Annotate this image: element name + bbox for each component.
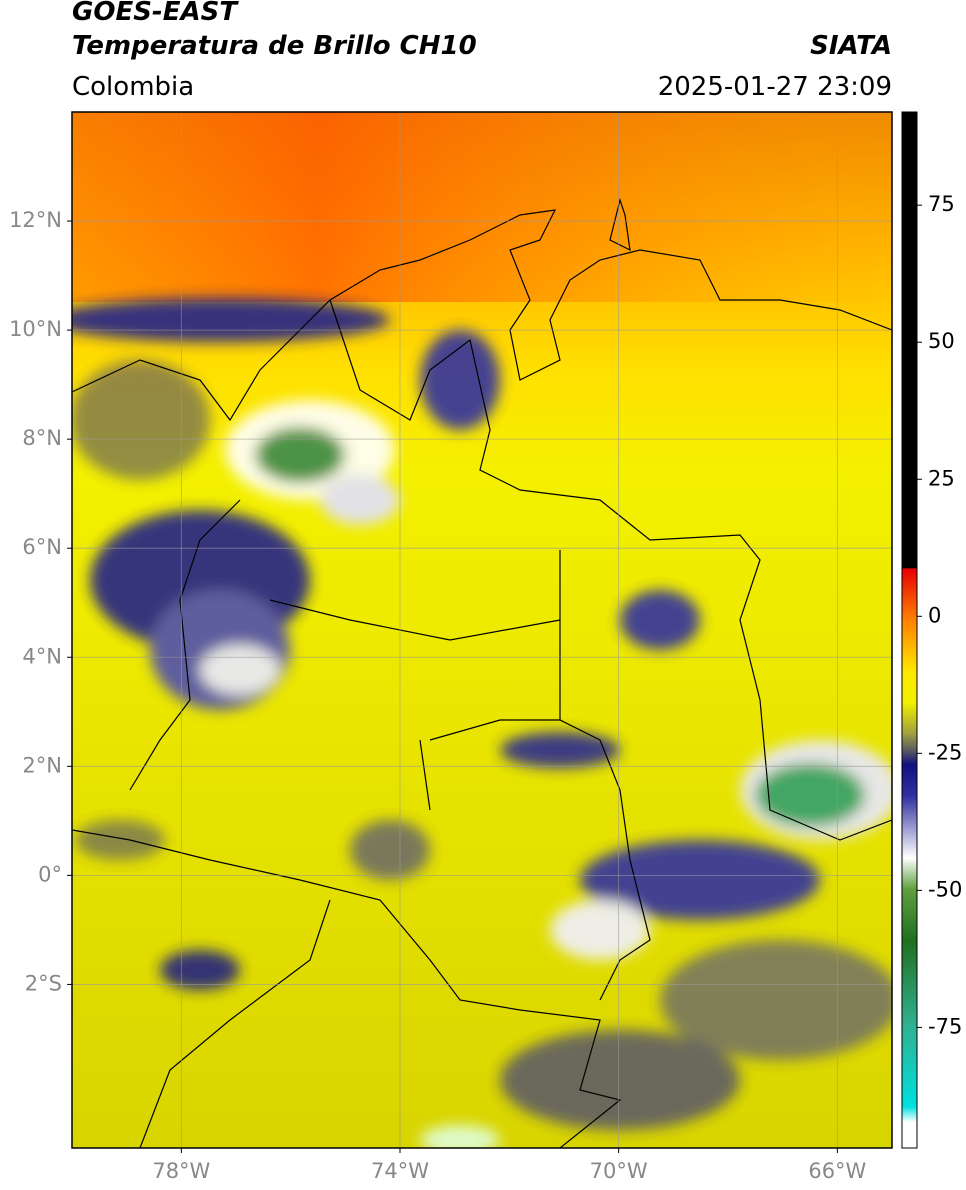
lat-label: 8°N [22, 426, 62, 450]
lon-label: 74°W [371, 1159, 429, 1183]
map-imagery [72, 112, 892, 1148]
colorbar-label: -75 [928, 1014, 962, 1038]
subtitle: Temperatura de Brillo CH10 [72, 31, 477, 61]
colorbar-label: 75 [928, 192, 955, 216]
colorbar-label: 50 [928, 329, 955, 353]
colorbar-label: -50 [928, 877, 962, 901]
colorbar-label: 25 [928, 466, 955, 490]
colorbar-label: -25 [928, 740, 962, 764]
lat-label: 2°N [22, 753, 62, 777]
colorbar [901, 111, 918, 1149]
colorbar-label: 0 [928, 603, 941, 627]
source: SIATA [810, 31, 892, 61]
lat-label: 0° [38, 862, 62, 886]
title: GOES-EAST [72, 0, 239, 27]
grid [72, 112, 892, 1148]
lat-label: 6°N [22, 535, 62, 559]
lat-label: 2°S [25, 971, 62, 995]
lon-label: 66°W [808, 1159, 866, 1183]
map-frame [71, 111, 893, 1149]
region: Colombia [72, 72, 194, 102]
lon-label: 70°W [590, 1159, 648, 1183]
lat-label: 12°N [9, 208, 62, 232]
timestamp: 2025-01-27 23:09 [658, 72, 892, 102]
lat-label: 10°N [9, 317, 62, 341]
lat-label: 4°N [22, 644, 62, 668]
lon-label: 78°W [152, 1159, 210, 1183]
